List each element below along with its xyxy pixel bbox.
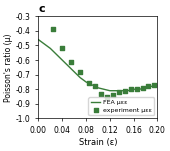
Line: FEA μεε: FEA μεε xyxy=(38,40,157,91)
FEA μεε xyxy=(156,84,158,86)
FEA μεε xyxy=(115,90,117,92)
experiment μεε xyxy=(111,94,114,96)
FEA μεε xyxy=(37,39,39,41)
experiment μεε xyxy=(70,60,73,63)
Legend: FEA μεε, experiment μεε: FEA μεε, experiment μεε xyxy=(88,97,154,115)
experiment μεε xyxy=(117,91,120,93)
FEA μεε xyxy=(73,71,75,73)
experiment μεε xyxy=(88,82,90,85)
FEA μεε xyxy=(109,90,111,92)
X-axis label: Strain (ε): Strain (ε) xyxy=(79,138,117,147)
FEA μεε xyxy=(133,88,135,90)
FEA μεε xyxy=(67,65,69,67)
FEA μεε xyxy=(121,90,123,92)
Text: c: c xyxy=(38,4,45,14)
Y-axis label: Poisson's ratio (μ): Poisson's ratio (μ) xyxy=(4,33,13,102)
experiment μεε xyxy=(94,85,96,88)
FEA μεε xyxy=(85,81,87,83)
experiment μεε xyxy=(123,90,126,92)
FEA μεε xyxy=(127,90,129,92)
experiment μεε xyxy=(100,92,102,95)
FEA μεε xyxy=(103,88,105,90)
FEA μεε xyxy=(150,85,152,87)
FEA μεε xyxy=(55,53,57,55)
experiment μεε xyxy=(61,47,64,50)
experiment μεε xyxy=(147,85,150,88)
experiment μεε xyxy=(153,84,156,86)
experiment μεε xyxy=(79,71,81,73)
FEA μεε xyxy=(43,43,45,45)
FEA μεε xyxy=(139,88,141,90)
FEA μεε xyxy=(61,59,63,61)
experiment μεε xyxy=(141,87,144,89)
FEA μεε xyxy=(79,77,81,79)
experiment μεε xyxy=(52,28,55,31)
experiment μεε xyxy=(135,88,138,90)
experiment μεε xyxy=(129,88,132,90)
FEA μεε xyxy=(91,84,93,86)
experiment μεε xyxy=(106,95,108,98)
FEA μεε xyxy=(49,48,51,49)
FEA μεε xyxy=(97,87,99,89)
FEA μεε xyxy=(144,87,147,89)
